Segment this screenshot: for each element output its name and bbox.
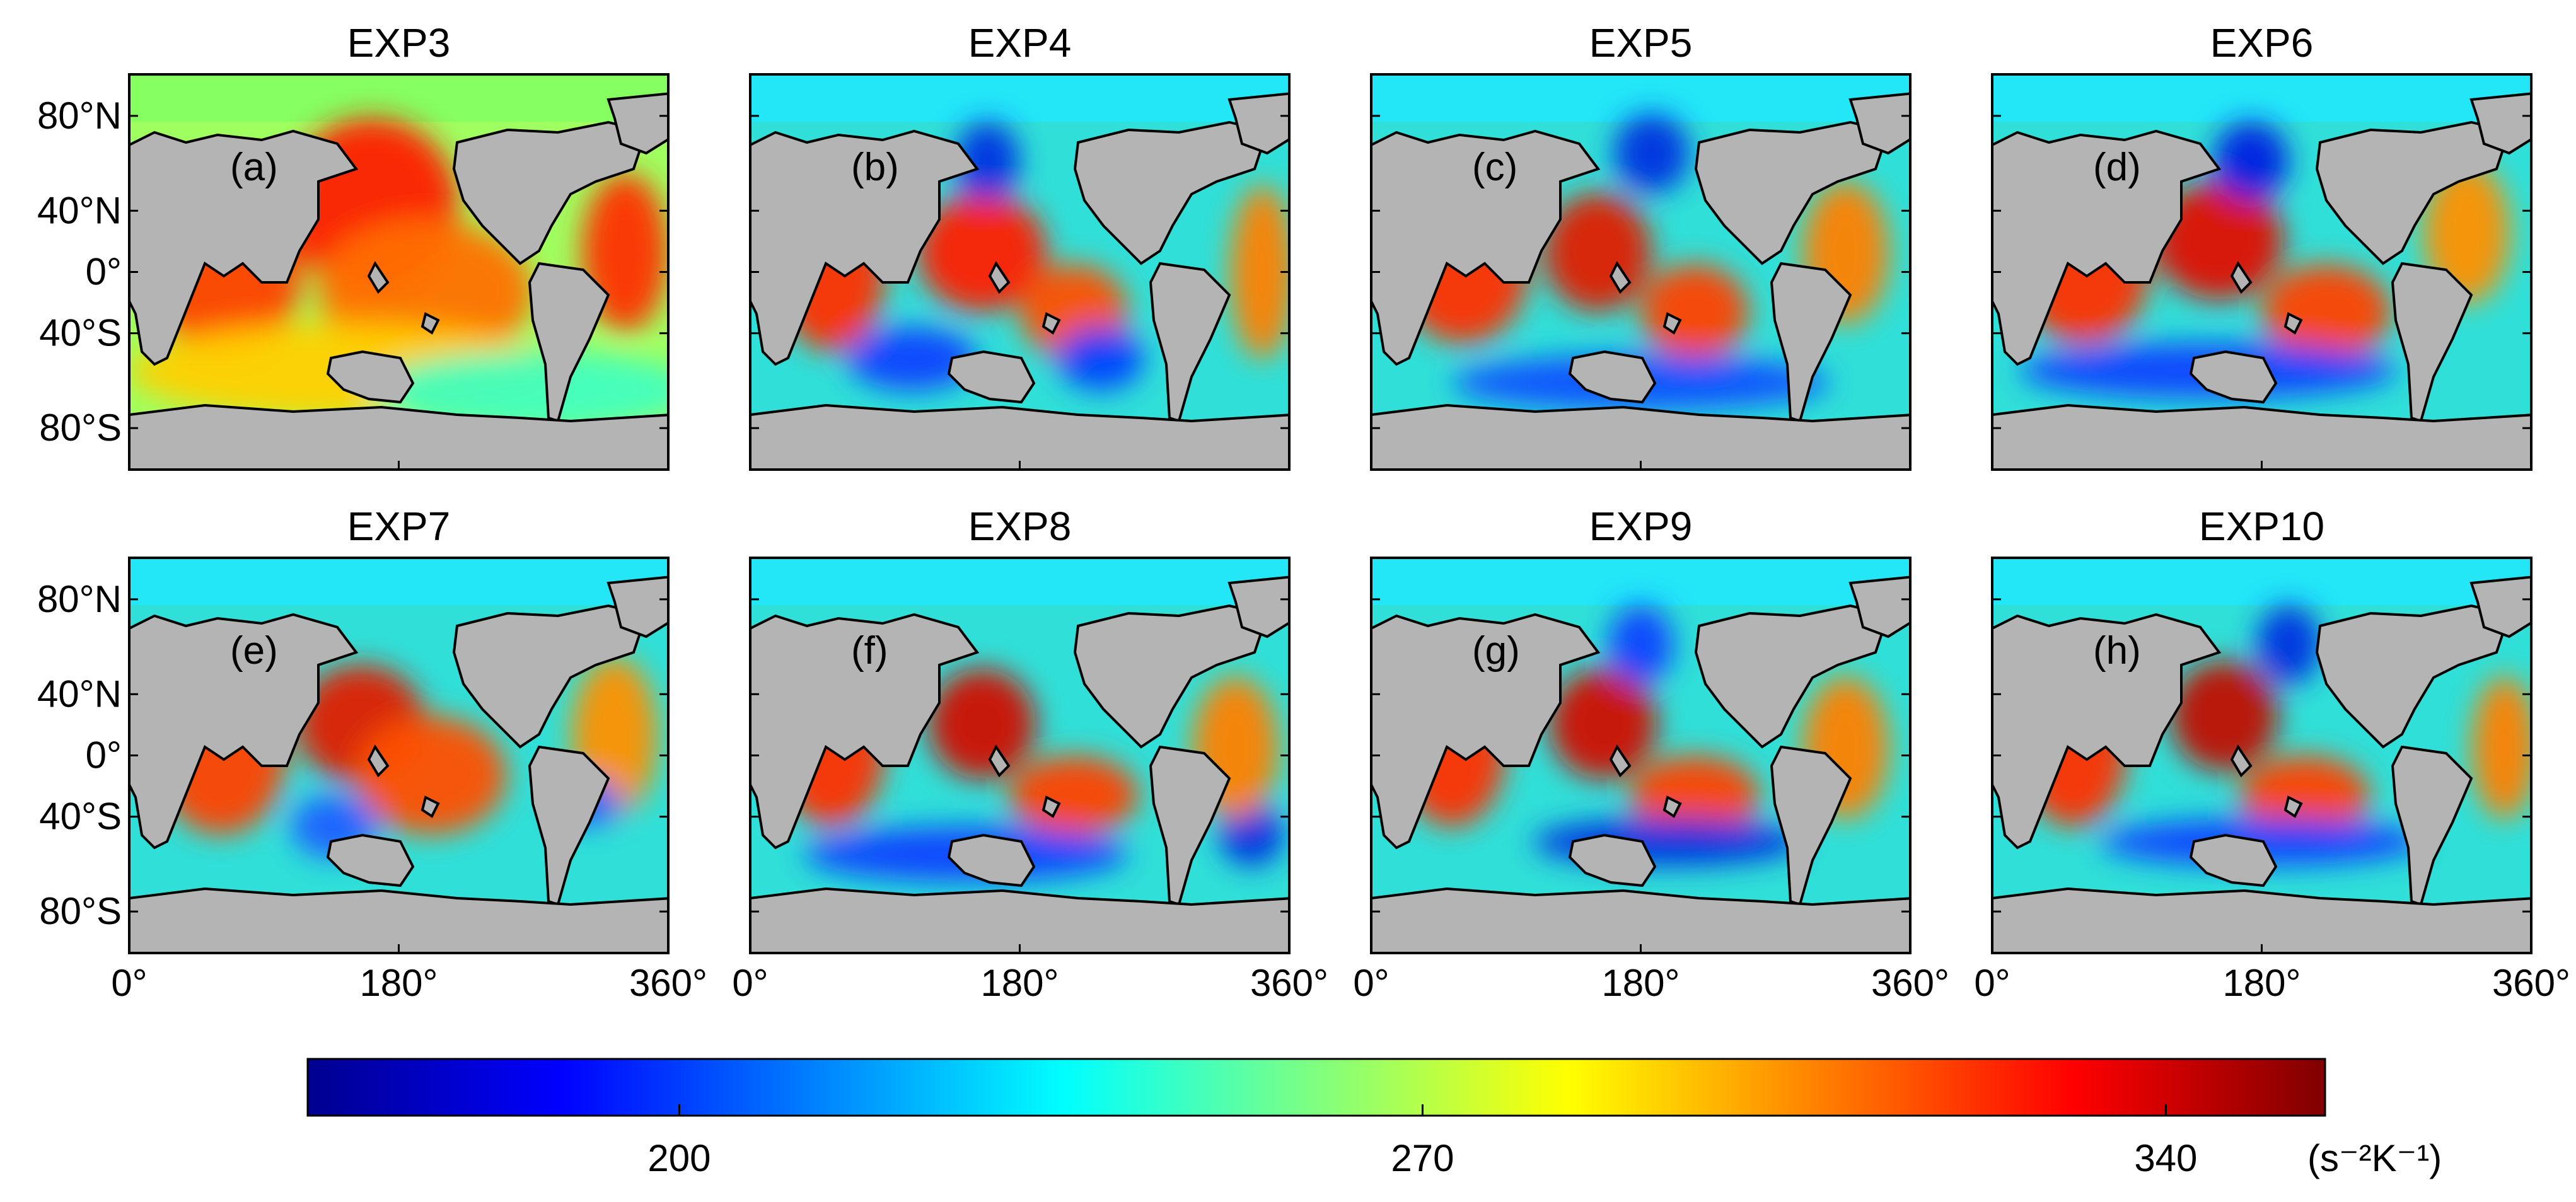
panel-label: (a)	[230, 146, 278, 189]
ocean-anomaly	[356, 715, 507, 835]
map-panel: EXP10 (h) 0° 180° 360°	[1974, 504, 2570, 1004]
latitude-tick-label: 80°S	[39, 407, 122, 449]
ocean-anomaly	[1057, 327, 1144, 391]
latitude-tick-label: 0°	[86, 251, 122, 293]
latitude-tick-label: 40°S	[39, 312, 122, 354]
panel-label: (b)	[851, 146, 899, 189]
ocean-anomaly	[2240, 755, 2370, 835]
panel-label: (e)	[230, 629, 278, 673]
latitude-tick-label: 40°N	[37, 673, 122, 715]
map-panel: EXP3 (a) 80°N 40°N 0° 40°S 80°S	[37, 20, 670, 471]
panel-title: EXP6	[2210, 20, 2314, 66]
ocean-anomaly	[1219, 802, 1284, 867]
latitude-tick-label: 40°N	[37, 189, 122, 231]
longitude-tick-label: 360°	[1250, 962, 1328, 1004]
panel-title: EXP3	[347, 20, 451, 66]
ocean-anomaly	[1640, 263, 1749, 359]
colorbar-unit: (s⁻²K⁻¹)	[2307, 1137, 2442, 1179]
longitude-tick-label: 180°	[2222, 962, 2300, 1004]
colorbar-gradient	[306, 1058, 2326, 1117]
longitude-tick-label: 180°	[1601, 962, 1680, 1004]
longitude-tick-label: 360°	[629, 962, 707, 1004]
map-panel: EXP4 (b)	[749, 20, 1291, 471]
map-panel: EXP7 (e) 80°N 40°N 0° 40°S 80°S 0° 180° 360°	[37, 504, 707, 1004]
ocean-anomaly	[1009, 755, 1139, 835]
latitude-tick-label: 0°	[86, 734, 122, 777]
latitude-tick-label: 80°N	[37, 95, 122, 137]
ocean-anomaly	[2154, 181, 2283, 300]
ocean-anomaly	[2213, 122, 2289, 201]
longitude-tick-label: 180°	[980, 962, 1059, 1004]
ocean-anomaly	[1229, 185, 1289, 359]
map-panel: EXP6 (d)	[1991, 20, 2532, 471]
panel-title: EXP9	[1589, 504, 1693, 549]
ocean-anomaly	[2256, 605, 2321, 685]
longitude-tick-label: 0°	[1974, 962, 2010, 1004]
latitude-tick-label: 40°S	[39, 795, 122, 838]
panel-label: (g)	[1472, 629, 1520, 673]
colorbar-tick-label: 270	[1391, 1137, 1454, 1179]
longitude-tick-label: 180°	[359, 962, 438, 1004]
ocean-anomaly	[954, 122, 1020, 201]
panel-label: (d)	[2093, 146, 2141, 189]
panel-title: EXP4	[968, 20, 1072, 66]
panel-title: EXP5	[1589, 20, 1693, 66]
ocean-anomaly	[2170, 661, 2278, 771]
map-panel: EXP5 (c)	[1370, 20, 1912, 471]
ocean-anomaly	[1613, 113, 1690, 194]
panel-title: EXP7	[347, 504, 451, 549]
ocean-anomaly	[928, 668, 1036, 780]
longitude-tick-label: 0°	[1353, 962, 1389, 1004]
latitude-tick-label: 80°N	[37, 578, 122, 620]
map-panel: EXP8 (f) 0° 180° 360°	[732, 504, 1328, 1004]
ocean-anomaly	[2423, 161, 2510, 304]
ocean-anomaly	[1630, 755, 1760, 835]
latitude-tick-label: 80°S	[39, 890, 122, 932]
panel-label: (h)	[2093, 629, 2141, 673]
panel-label: (f)	[851, 629, 888, 673]
longitude-tick-label: 360°	[2492, 962, 2570, 1004]
panel-title: EXP8	[968, 504, 1072, 549]
colorbar-tick-label: 340	[2134, 1137, 2197, 1179]
ocean-anomaly	[1608, 605, 1673, 685]
longitude-tick-label: 0°	[111, 962, 147, 1004]
longitude-tick-label: 360°	[1871, 962, 1949, 1004]
ocean-anomaly	[2471, 676, 2531, 819]
ocean-anomaly	[371, 350, 668, 431]
ocean-anomaly	[2261, 263, 2391, 359]
ocean-anomaly	[1549, 668, 1657, 780]
panel-title: EXP10	[2199, 504, 2324, 549]
colorbar-tick-label: 200	[647, 1137, 711, 1179]
longitude-tick-label: 0°	[732, 962, 768, 1004]
ocean-anomaly	[917, 193, 1047, 312]
panel-label: (c)	[1472, 146, 1517, 189]
colorbar: 200 270 340 (s⁻²K⁻¹)	[306, 1058, 2442, 1179]
map-panel: EXP9 (g) 0° 180° 360°	[1353, 504, 1949, 1004]
ocean-anomaly	[847, 327, 977, 391]
